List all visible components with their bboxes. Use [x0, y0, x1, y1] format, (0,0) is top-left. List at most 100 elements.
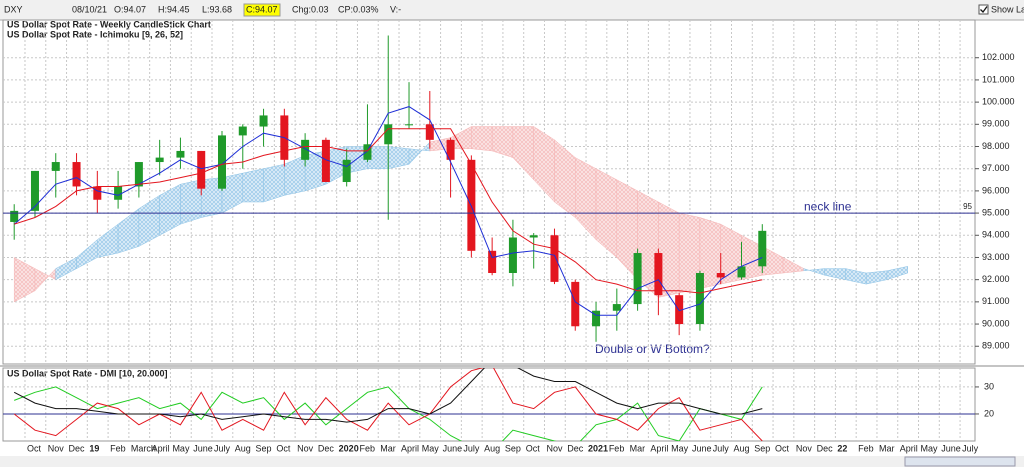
- candle-body: [197, 150, 206, 189]
- y-tick-label: 98.000: [982, 141, 1010, 151]
- y-tick-label: 20: [984, 408, 994, 418]
- x-tick-label: June: [443, 443, 463, 453]
- candle-body: [30, 170, 39, 211]
- show-last-checkbox[interactable]: [978, 4, 989, 15]
- y-tick-label: 101.000: [982, 74, 1015, 84]
- x-tick-label: May: [921, 443, 939, 453]
- x-tick-label: Feb: [359, 443, 375, 453]
- x-tick-label: May: [671, 443, 689, 453]
- candle-body: [695, 273, 704, 325]
- candle-body: [716, 273, 725, 278]
- x-tick-label: April: [900, 443, 918, 453]
- x-tick-label: Oct: [775, 443, 790, 453]
- x-tick-label: April: [401, 443, 419, 453]
- annotation: Double or W Bottom?: [595, 342, 710, 356]
- y-tick-label: 100.000: [982, 96, 1015, 106]
- toolbar-field: Chg:0.03: [292, 4, 329, 14]
- indicator-plot: [3, 368, 975, 441]
- toolbar-field: H:94.45: [158, 4, 190, 14]
- x-tick-label: Aug: [235, 443, 251, 453]
- toolbar-field: C:94.07: [246, 4, 278, 14]
- candle-body: [321, 139, 330, 183]
- x-tick-label: 2020: [339, 443, 359, 453]
- cloud-segment: [263, 163, 285, 203]
- y-tick-label: 30: [984, 381, 994, 391]
- x-tick-label: Mar: [380, 443, 396, 453]
- x-tick-label: June: [193, 443, 213, 453]
- candle-body: [737, 266, 746, 278]
- x-tick-label: June: [941, 443, 961, 453]
- candle-body: [550, 235, 559, 282]
- cloud-segment: [471, 126, 493, 152]
- candle-body: [218, 135, 226, 189]
- candle-body: [72, 162, 81, 187]
- show-last-label[interactable]: Show Last: [991, 4, 1024, 14]
- x-tick-label: July: [214, 443, 231, 453]
- candle-body: [93, 186, 102, 200]
- x-tick-label: April: [650, 443, 668, 453]
- dmi-line: [14, 386, 763, 441]
- dmi-line: [13, 368, 763, 441]
- x-tick-label: July: [463, 443, 480, 453]
- candle-body: [529, 235, 538, 238]
- x-tick-label: May: [422, 443, 440, 453]
- y-tick-label: 95.000: [982, 207, 1010, 217]
- y-tick-label: 92.000: [982, 274, 1010, 284]
- x-tick-label: June: [692, 443, 712, 453]
- indicator-panel: [2, 367, 976, 442]
- x-tick-label: Dec: [567, 443, 584, 453]
- candle-body: [51, 162, 60, 171]
- candle-body: [405, 124, 414, 126]
- candle-body: [301, 139, 310, 160]
- cloud-segment: [242, 168, 264, 203]
- x-tick-label: Dec: [69, 443, 86, 453]
- dmi-line: [13, 368, 763, 423]
- candle-body: [508, 237, 517, 274]
- y-tick-label: 102.000: [982, 52, 1015, 62]
- chart-subtitle: US Dollar Spot Rate - Ichimoku [9, 26, 5…: [7, 29, 183, 39]
- candle-body: [176, 150, 185, 158]
- toolbar-field: V:-: [390, 4, 401, 14]
- candle-body: [134, 162, 143, 187]
- x-tick-label: Oct: [27, 443, 42, 453]
- main-plot: [3, 20, 975, 364]
- y-tick-label: 96.000: [982, 185, 1010, 195]
- x-tick-label: 2021: [588, 443, 608, 453]
- candle-body: [633, 253, 642, 305]
- x-tick-label: Aug: [734, 443, 750, 453]
- cloud-segment: [886, 266, 908, 281]
- toolbar-field: DXY: [4, 4, 23, 14]
- x-tick-label: May: [172, 443, 190, 453]
- x-tick-label: Sep: [754, 443, 770, 453]
- x-tick-label: Oct: [276, 443, 291, 453]
- scroll-controls[interactable]: [904, 456, 1016, 467]
- x-tick-label: 19: [89, 443, 99, 453]
- candle-body: [612, 304, 621, 311]
- candle-body: [155, 157, 164, 163]
- x-tick-label: 22: [837, 443, 847, 453]
- x-tick-label: Sep: [256, 443, 272, 453]
- close-highlight: [243, 3, 281, 17]
- x-tick-label: Sep: [505, 443, 521, 453]
- x-tick-label: Mar: [879, 443, 895, 453]
- candle-body: [488, 250, 497, 274]
- x-tick-label: Oct: [526, 443, 541, 453]
- x-tick-label: Nov: [796, 443, 813, 453]
- x-tick-label: April: [152, 443, 170, 453]
- toolbar: [0, 0, 1024, 20]
- candle-body: [446, 139, 455, 160]
- candle-body: [425, 124, 434, 140]
- y-tick-label: 97.000: [982, 163, 1010, 173]
- candle-body: [259, 115, 268, 127]
- candle-body: [238, 126, 247, 136]
- x-tick-label: Feb: [858, 443, 874, 453]
- x-tick-label: Dec: [817, 443, 834, 453]
- candle-body: [758, 230, 767, 267]
- candle-body: [384, 124, 393, 145]
- candle-body: [363, 144, 372, 160]
- candle-body: [654, 253, 663, 296]
- x-tick-label: Feb: [110, 443, 126, 453]
- neck-line-label: neck line: [804, 199, 852, 213]
- chart-title: US Dollar Spot Rate - Weekly CandleStick…: [7, 19, 211, 29]
